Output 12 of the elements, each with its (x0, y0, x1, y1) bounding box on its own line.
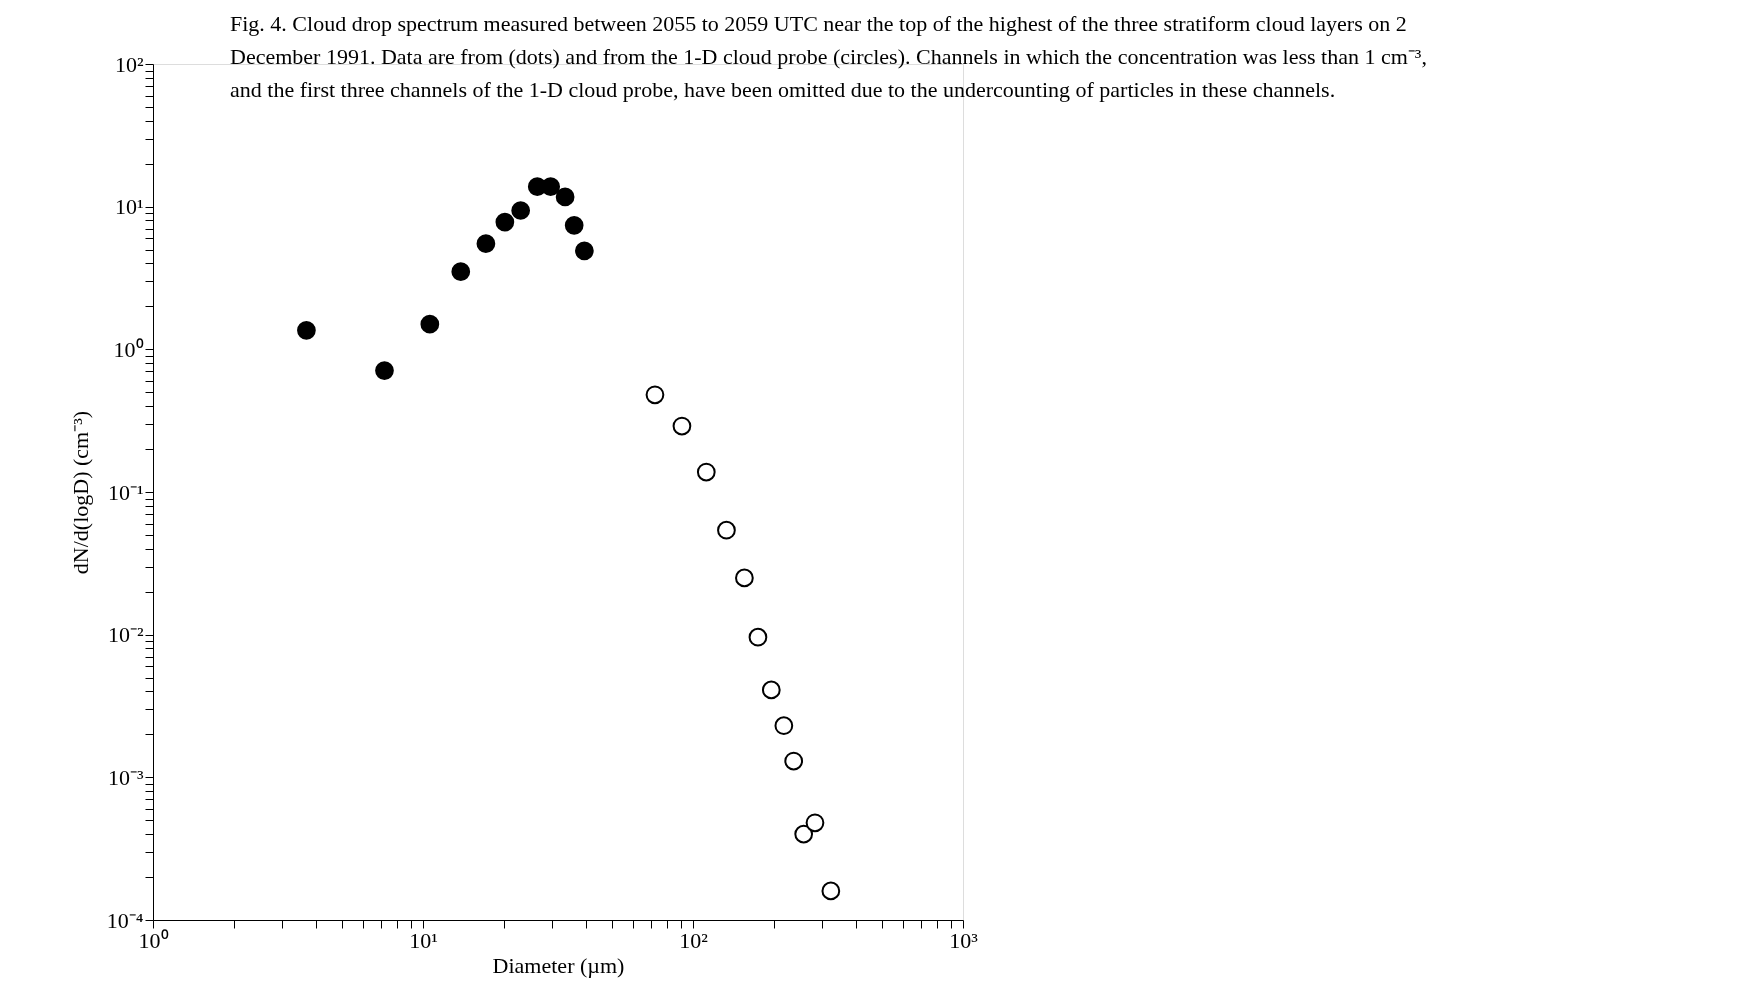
y-tick-label: 10⁰ (113, 336, 144, 362)
y-axis-title: dN/d(logD) (cm⁻³) (67, 410, 93, 575)
annotation: Fig. 4. Cloud drop spectrum measured between 2055 to 2059 UTC near the top of the highest of the three stratiform cloud layers on 2 December 1991. Data are from (dots) and from the 1-D cloud probe (circles). Channels in which the concentration was less than 1 cm⁻³, and the first three channels of the 1-D cloud probe, have been omitted due to the undercounting of particles in these channels. (230, 11, 1427, 102)
y-tick-label: 10⁻¹ (107, 479, 144, 505)
y-tick-label: 10⁻² (107, 622, 144, 648)
x-tick-label: 10³ (949, 927, 979, 953)
x-axis-title: Diameter (µm) (492, 952, 625, 978)
y-tick-label: 10² (114, 51, 144, 77)
y-tick-label: 10¹ (114, 194, 144, 220)
x-tick-label: 10¹ (409, 927, 438, 953)
y-tick-label: 10⁻³ (107, 764, 144, 790)
x-tick-label: 10² (679, 927, 709, 953)
